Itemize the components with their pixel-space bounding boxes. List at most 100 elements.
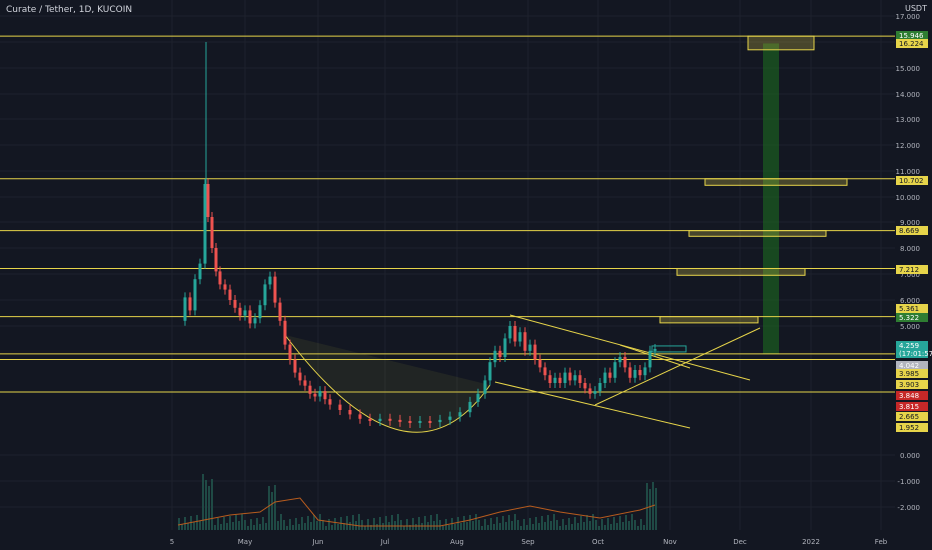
- volume-bar: [574, 517, 576, 530]
- candle: [258, 305, 262, 319]
- price-label-box: [896, 369, 928, 378]
- price-tick-label: 6.000: [900, 297, 920, 305]
- price-tick-label: -2.000: [897, 504, 920, 512]
- volume-ma-line: [177, 497, 656, 527]
- price-label-box: [896, 412, 928, 421]
- grid-lines: [0, 0, 895, 530]
- volume-bar: [367, 519, 369, 530]
- volume-bar: [310, 522, 312, 530]
- volume-bar: [550, 521, 552, 530]
- volume-bar: [511, 521, 513, 530]
- price-label-box: [896, 402, 928, 411]
- candle: [593, 391, 597, 394]
- candle: [298, 372, 302, 381]
- volume-bar: [259, 524, 261, 530]
- volume-bar: [298, 524, 300, 530]
- volume-bar: [616, 523, 618, 530]
- candle: [198, 263, 202, 280]
- volume-bar: [424, 516, 426, 530]
- volume-bar: [430, 515, 432, 530]
- volume-bar: [373, 518, 375, 530]
- trend-line: [619, 344, 691, 369]
- candle: [643, 367, 647, 376]
- volume-bar: [463, 516, 465, 530]
- time-tick-label: May: [238, 538, 252, 546]
- volume-bar: [232, 522, 234, 530]
- price-label: 4.259: [899, 342, 919, 350]
- volume-bar: [610, 524, 612, 530]
- price-zone: [688, 230, 827, 237]
- volume-bar: [412, 518, 414, 530]
- candle: [558, 377, 562, 383]
- price-label-box: [896, 176, 928, 185]
- volume-bar: [376, 524, 378, 530]
- candle: [493, 350, 497, 363]
- volume-bar: [331, 525, 333, 530]
- volume-bar: [178, 518, 180, 530]
- volume-bar: [439, 520, 441, 530]
- volume-bar: [643, 525, 645, 530]
- price-label: 3.848: [899, 392, 919, 400]
- price-tick-label: 15.000: [896, 65, 921, 73]
- volume-bar: [556, 520, 558, 530]
- price-tick-label: 5.000: [900, 323, 920, 331]
- candle: [293, 359, 297, 373]
- volume-bar: [286, 526, 288, 530]
- volume-bar: [349, 522, 351, 530]
- candle: [338, 404, 342, 410]
- volume-bar: [241, 514, 243, 530]
- candle: [323, 391, 327, 400]
- price-label: 10.702: [899, 177, 924, 185]
- time-tick-label: Jul: [380, 538, 390, 546]
- volume-bar: [406, 519, 408, 530]
- candle: [533, 344, 537, 360]
- volume-bar: [523, 519, 525, 530]
- volume-bar: [229, 516, 231, 530]
- volume-bar: [304, 523, 306, 530]
- volume-bar: [481, 526, 483, 530]
- price-tick-label: 10.000: [896, 194, 921, 202]
- price-tick-label: 7.000: [900, 271, 920, 279]
- volume-series: [178, 474, 657, 530]
- volume-bar: [313, 515, 315, 530]
- volume-bar: [475, 514, 477, 530]
- last-price-box: [651, 345, 687, 353]
- time-tick-label: Jun: [312, 538, 324, 546]
- volume-bar: [478, 520, 480, 530]
- volume-bar: [256, 518, 258, 530]
- volume-bar: [325, 526, 327, 530]
- candle: [408, 421, 412, 423]
- candle: [233, 300, 237, 308]
- volume-bar: [508, 515, 510, 530]
- time-axis: 5 May Jun Jul Aug Sep Oct Nov Dec 2022 Feb: [170, 538, 888, 546]
- price-label-box: [896, 31, 928, 40]
- volume-bar: [397, 514, 399, 530]
- candle: [218, 271, 222, 285]
- trend-line: [509, 314, 751, 381]
- candle: [278, 302, 282, 321]
- volume-bar: [448, 525, 450, 530]
- volume-bar: [358, 514, 360, 530]
- volume-bar: [334, 518, 336, 530]
- candle: [633, 370, 637, 378]
- volume-bar: [223, 517, 225, 530]
- volume-bar: [316, 521, 318, 530]
- volume-bar: [220, 524, 222, 530]
- volume-bar: [565, 525, 567, 530]
- volume-bar: [520, 526, 522, 530]
- volume-bar: [619, 516, 621, 530]
- volume-bar: [544, 522, 546, 530]
- volume-bar: [568, 518, 570, 530]
- candle: [248, 310, 252, 324]
- volume-bar: [379, 517, 381, 530]
- volume-bar: [496, 517, 498, 530]
- candlestick-series: [183, 179, 657, 428]
- price-label: 3.903: [899, 381, 919, 389]
- candle: [378, 418, 382, 421]
- volume-bar: [466, 522, 468, 530]
- candle: [458, 412, 462, 417]
- volume-bar: [205, 480, 207, 530]
- candle: [618, 357, 622, 363]
- candle: [508, 326, 512, 339]
